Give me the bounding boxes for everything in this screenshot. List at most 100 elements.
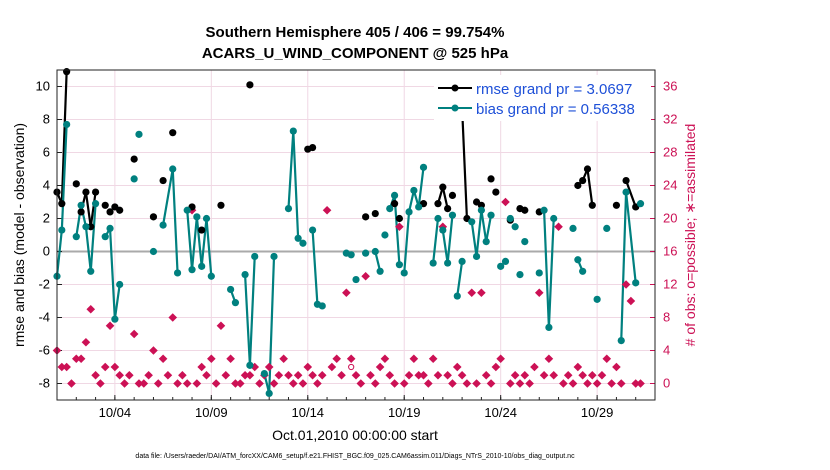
obs-assimilated-marker xyxy=(274,370,284,380)
y2-tick-label: 8 xyxy=(663,310,670,325)
obs-assimilated-marker xyxy=(501,197,510,207)
obs-assimilated-marker xyxy=(414,370,423,380)
y-axis-label: rmse and bias (model - observation) xyxy=(11,123,27,347)
bias-point xyxy=(458,257,466,265)
obs-assimilated-marker xyxy=(158,354,168,364)
bias-point xyxy=(632,279,640,287)
obs-assimilated-marker xyxy=(496,354,505,364)
bias-point xyxy=(130,175,138,183)
bias-segment xyxy=(195,215,203,268)
obs-assimilated-marker xyxy=(303,362,313,372)
bias-point xyxy=(390,191,399,199)
obs-assimilated-marker xyxy=(293,370,303,380)
bias-point xyxy=(516,271,524,279)
obs-assimilated-marker xyxy=(472,379,481,388)
legend-rmse-marker xyxy=(451,84,459,92)
obs-assimilated-marker xyxy=(366,370,375,380)
obs-assimilated-marker xyxy=(424,379,433,388)
y-tick-label: -8 xyxy=(38,376,50,391)
legend-bias-label: bias grand pr = 0.56338 xyxy=(476,101,635,118)
obs-assimilated-marker xyxy=(399,379,409,388)
y2-tick-label: 32 xyxy=(663,112,677,127)
obs-assimilated-marker xyxy=(419,370,428,380)
bottom-tick-labels: 10/04 10/09 10/14 10/19 10/24 10/29 xyxy=(99,405,614,420)
bias-point xyxy=(101,233,109,241)
plot-frame xyxy=(56,69,656,401)
bias-point xyxy=(116,280,124,289)
bias-point xyxy=(241,271,249,279)
bias-point xyxy=(405,208,413,216)
bias-point xyxy=(448,211,457,219)
bias-point xyxy=(439,226,447,234)
obs-assimilated-marker xyxy=(100,362,110,372)
bias-point xyxy=(376,267,384,275)
rmse-point xyxy=(77,208,85,216)
bias-point xyxy=(183,206,191,214)
obs-assimilated-marker xyxy=(506,379,515,388)
bias-point xyxy=(593,295,601,303)
rmse-point xyxy=(82,188,90,196)
obs-assimilated-marker xyxy=(626,296,636,306)
bias-point xyxy=(347,251,355,259)
bias-segment xyxy=(547,217,555,329)
bias-segment xyxy=(186,209,194,271)
obs-assimilated-marker xyxy=(125,370,134,380)
obs-count-markers xyxy=(52,197,645,388)
bias-point xyxy=(429,259,437,267)
bias-segment xyxy=(620,191,628,342)
y2-axis-label: # of obs: o=possible; ∗=assimilated xyxy=(682,124,698,347)
bias-point xyxy=(506,214,514,223)
rmse-point xyxy=(448,191,457,199)
rmse-point xyxy=(169,129,177,137)
obs-assimilated-marker xyxy=(544,354,554,364)
obs-assimilated-marker xyxy=(202,370,211,380)
obs-assimilated-marker xyxy=(255,379,264,388)
obs-assimilated-marker xyxy=(573,362,583,372)
bias-point xyxy=(308,226,317,234)
obs-assimilated-marker xyxy=(481,370,491,380)
obs-assimilated-marker xyxy=(313,379,322,388)
y-tick-label: 6 xyxy=(43,145,50,160)
obs-assimilated-marker xyxy=(168,313,178,322)
obs-assimilated-marker xyxy=(443,370,452,380)
right-tick-labels: 0 4 8 12 16 20 24 28 32 36 xyxy=(663,79,677,391)
chart-title: Southern Hemisphere 405 / 406 = 99.754% xyxy=(206,24,505,41)
rmse-point xyxy=(371,209,379,218)
bias-point xyxy=(381,231,389,239)
obs-assimilated-marker xyxy=(636,379,645,388)
obs-assimilated-marker xyxy=(139,379,149,388)
obs-assimilated-marker xyxy=(457,370,467,380)
bias-point xyxy=(419,163,428,171)
legend-box xyxy=(434,75,651,121)
rmse-point xyxy=(72,180,80,188)
rmse-point xyxy=(487,175,495,183)
x-tick-label: 10/29 xyxy=(581,405,614,420)
obs-assimilated-marker xyxy=(76,354,86,364)
obs-assimilated-marker xyxy=(554,222,563,232)
rmse-segment xyxy=(586,167,594,207)
obs-assimilated-marker xyxy=(231,379,240,388)
obs-assimilated-marker xyxy=(115,370,124,380)
y-tick-label: 10 xyxy=(36,79,50,94)
y2-tick-label: 12 xyxy=(663,277,677,292)
y-tick-label: 8 xyxy=(43,112,50,127)
obs-assimilated-marker xyxy=(395,222,404,232)
y-tick-label: 4 xyxy=(43,178,50,193)
bias-point xyxy=(270,252,278,261)
obs-assimilated-marker xyxy=(284,370,293,380)
bias-point xyxy=(169,165,177,173)
rmse-point xyxy=(395,214,404,223)
obs-assimilated-marker xyxy=(356,379,366,388)
bias-point xyxy=(193,213,201,221)
obs-assimilated-marker xyxy=(322,205,332,215)
bias-point xyxy=(395,261,404,269)
x-axis-label: Oct.01,2010 00:00:00 start xyxy=(272,427,438,443)
bias-point xyxy=(535,269,543,277)
left-tick-labels: -8 -6 -4 -2 0 2 4 6 8 10 xyxy=(36,79,50,391)
bias-points xyxy=(53,120,645,397)
obs-assimilated-marker xyxy=(375,362,385,372)
obs-assimilated-marker xyxy=(607,379,616,388)
bias-segment xyxy=(485,214,493,243)
obs-assimilated-marker xyxy=(597,370,607,380)
y2-tick-label: 20 xyxy=(663,211,677,226)
